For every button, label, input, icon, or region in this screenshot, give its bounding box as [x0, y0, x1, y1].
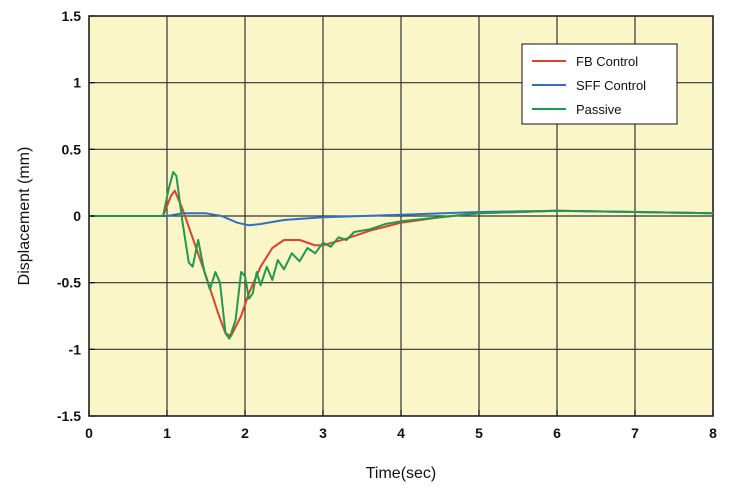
x-tick-label: 0: [85, 425, 93, 441]
x-tick-label: 6: [553, 425, 561, 441]
y-tick-label: 0: [73, 208, 81, 224]
y-tick-label: 1.5: [62, 8, 82, 24]
axes: 0 1 2 3 4 5 6 7 8 1.5 1 0.5 0 -0.5 -1 -1.5: [57, 8, 717, 441]
series-lines: [89, 171, 714, 340]
legend: FB Control SFF Control Passive: [521, 43, 678, 125]
x-tick-label: 7: [631, 425, 639, 441]
x-tick-label: 3: [319, 425, 327, 441]
x-tick-label: 2: [241, 425, 249, 441]
y-tick-label: 0.5: [62, 141, 82, 157]
y-tick-label: -0.5: [57, 275, 81, 291]
y-tick-label: -1: [69, 341, 82, 357]
x-tick-label: 8: [709, 425, 717, 441]
x-tick-label: 5: [475, 425, 483, 441]
x-axis-label: Time(sec): [366, 465, 437, 482]
legend-label-passive: Passive: [576, 102, 622, 117]
legend-label-fb-control: FB Control: [576, 54, 638, 69]
y-tick-label: 1: [73, 75, 81, 91]
grid: [89, 16, 713, 416]
x-tick-label: 4: [397, 425, 405, 441]
y-tick-label: -1.5: [57, 408, 81, 424]
x-tick-label: 1: [163, 425, 171, 441]
y-axis-label: Displacement (mm): [16, 147, 33, 286]
series-line-passive: [89, 171, 714, 340]
legend-label-sff-control: SFF Control: [576, 78, 646, 93]
